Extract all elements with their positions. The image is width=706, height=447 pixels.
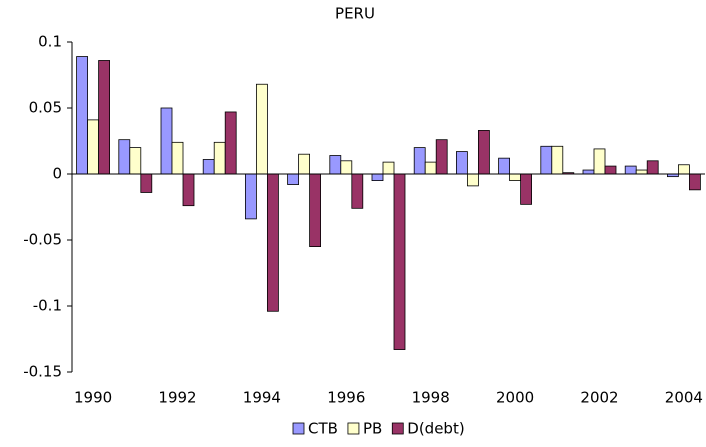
bar [551, 145, 564, 175]
bar [382, 161, 395, 175]
y-tick-label: -0.1 [33, 297, 62, 315]
bar [678, 164, 690, 175]
bar [244, 173, 257, 220]
bar [393, 173, 406, 350]
x-tick-label: 2004 [665, 389, 703, 407]
y-tick-label: 0 [52, 165, 62, 183]
bar [689, 173, 701, 191]
y-tick-label: -0.05 [23, 231, 62, 249]
bar [351, 173, 364, 209]
bar [582, 169, 595, 175]
bar [635, 169, 648, 175]
bar [371, 173, 384, 181]
x-tick-label: 2000 [496, 389, 534, 407]
legend-label: CTB [308, 420, 338, 438]
bar [129, 147, 142, 175]
y-tick-label: 0.05 [29, 99, 62, 117]
bar [593, 148, 606, 175]
x-tick-label: 2002 [580, 389, 618, 407]
bar [424, 161, 437, 175]
bar [76, 56, 88, 175]
bar [477, 130, 490, 175]
bar [266, 173, 279, 312]
bar [98, 60, 110, 175]
y-tick-label: -0.15 [23, 363, 62, 381]
bar [466, 173, 479, 187]
x-tick-label: 1996 [327, 389, 365, 407]
x-tick-label: 1994 [243, 389, 281, 407]
x-tick-label: 1992 [158, 389, 196, 407]
bar [182, 173, 195, 207]
bar [224, 111, 237, 175]
bar [413, 147, 426, 175]
x-tick-label: 1998 [412, 389, 450, 407]
x-tick-label: 1990 [74, 389, 112, 407]
bar [520, 173, 532, 205]
chart-title: PERU [335, 5, 375, 23]
legend-label: PB [363, 420, 382, 438]
bar [624, 165, 637, 175]
bar [340, 160, 353, 175]
bar [171, 141, 184, 175]
y-tick-label: 0.1 [38, 33, 62, 51]
bar [455, 151, 468, 175]
legend-swatch [391, 422, 404, 435]
bar [435, 139, 448, 175]
bar [213, 141, 226, 175]
bar [287, 173, 300, 185]
bar [540, 145, 553, 175]
bar [160, 107, 173, 175]
bar [329, 155, 342, 175]
legend-label: D(debt) [407, 420, 464, 438]
bar [255, 83, 268, 175]
bar [509, 173, 522, 181]
legend-swatch [347, 422, 360, 435]
bar [202, 159, 215, 175]
bar [140, 173, 153, 193]
bar [646, 160, 659, 175]
bar [87, 119, 99, 175]
bar [118, 139, 131, 175]
bar [604, 165, 617, 175]
bar [298, 153, 311, 175]
legend-swatch [292, 422, 305, 435]
bar [498, 157, 511, 175]
bar [309, 173, 322, 247]
